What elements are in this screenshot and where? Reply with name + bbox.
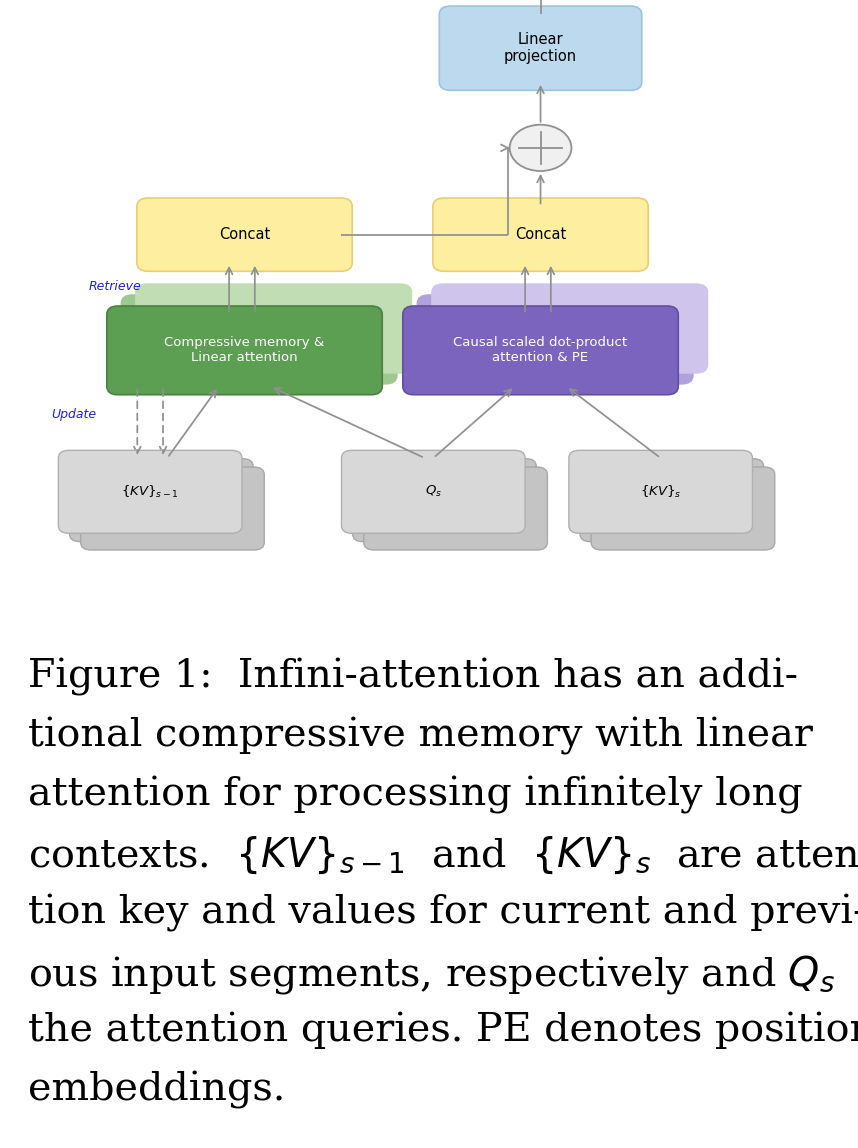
Text: $\{KV\}_{s-1}$: $\{KV\}_{s-1}$ [121,483,179,499]
Text: Figure 1:  Infini-attention has an addi-: Figure 1: Infini-attention has an addi- [28,658,798,696]
FancyBboxPatch shape [433,197,649,271]
Text: tion key and values for current and previ-: tion key and values for current and prev… [28,894,858,932]
FancyBboxPatch shape [58,450,242,534]
FancyBboxPatch shape [107,307,383,395]
Text: Concat: Concat [219,227,270,242]
Text: Concat: Concat [515,227,566,242]
FancyBboxPatch shape [364,467,547,550]
FancyBboxPatch shape [353,459,536,542]
FancyBboxPatch shape [136,285,412,373]
Text: the attention queries. PE denotes position: the attention queries. PE denotes positi… [28,1013,858,1049]
FancyBboxPatch shape [439,6,642,91]
Text: tional compressive memory with linear: tional compressive memory with linear [28,716,813,755]
Text: attention for processing infinitely long: attention for processing infinitely long [28,776,802,814]
Text: embeddings.: embeddings. [28,1071,286,1109]
Text: Causal scaled dot-product
attention & PE: Causal scaled dot-product attention & PE [454,336,627,364]
FancyBboxPatch shape [137,197,353,271]
FancyBboxPatch shape [432,285,707,373]
Text: Retrieve: Retrieve [88,280,142,293]
FancyBboxPatch shape [580,459,764,542]
Text: ous input segments, respectively and $Q_s$: ous input segments, respectively and $Q_… [28,953,835,996]
Text: $Q_s$: $Q_s$ [425,484,442,499]
FancyBboxPatch shape [569,450,752,534]
FancyBboxPatch shape [122,295,397,383]
Text: Compressive memory &
Linear attention: Compressive memory & Linear attention [165,336,324,364]
FancyBboxPatch shape [403,307,678,395]
Text: Update: Update [51,409,97,421]
FancyBboxPatch shape [69,459,253,542]
Circle shape [510,125,571,171]
FancyBboxPatch shape [341,450,525,534]
Text: contexts.  $\{KV\}_{s-1}$  and  $\{KV\}_s$  are atten-: contexts. $\{KV\}_{s-1}$ and $\{KV\}_s$ … [28,835,858,876]
FancyBboxPatch shape [81,467,264,550]
FancyBboxPatch shape [591,467,775,550]
FancyBboxPatch shape [417,295,693,383]
Text: $\{KV\}_s$: $\{KV\}_s$ [640,483,681,499]
Text: Linear
projection: Linear projection [504,32,577,64]
